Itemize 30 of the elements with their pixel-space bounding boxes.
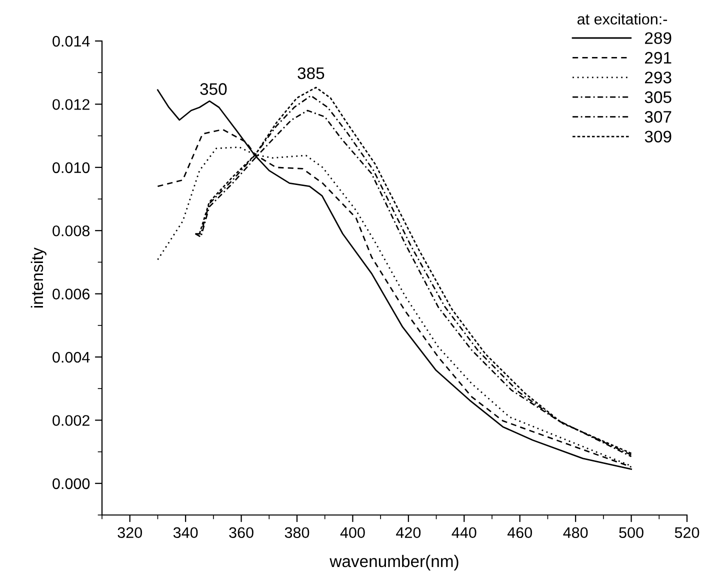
y-axis-title: intensity	[30, 247, 46, 308]
x-tick-label: 460	[507, 527, 532, 538]
x-tick-label: 360	[229, 527, 254, 538]
legend-label: 309	[644, 130, 672, 143]
y-tick-label: 0.006	[52, 288, 90, 300]
y-tick-label: 0.010	[52, 162, 90, 174]
y-tick-label: 0.014	[52, 36, 90, 47]
x-tick-label: 400	[340, 527, 365, 538]
y-tick-label: 0.008	[52, 225, 90, 236]
legend-label: 307	[644, 111, 672, 123]
annotation: 350	[200, 83, 227, 95]
legend-title: at excitation:-	[577, 13, 668, 25]
y-tick-label: 0.012	[52, 99, 90, 110]
legend-label: 289	[645, 32, 672, 44]
legend-label: 291	[645, 52, 672, 64]
x-tick-label: 420	[396, 527, 421, 538]
x-tick-label: 440	[452, 527, 476, 538]
x-tick-label: 480	[563, 527, 588, 538]
x-tick-label: 340	[173, 527, 198, 538]
y-tick-label: 0.004	[52, 352, 90, 363]
y-tick-label: 0.002	[52, 415, 90, 426]
legend-label: 305	[644, 91, 672, 104]
annotation: 385	[298, 67, 324, 80]
x-tick-label: 320	[118, 527, 142, 538]
x-tick-label: 500	[619, 527, 644, 538]
y-tick-label: 0.000	[52, 478, 90, 490]
legend-label: 293	[645, 72, 672, 84]
x-axis-title: wavenumber(nm)	[330, 554, 458, 570]
x-tick-label: 520	[674, 527, 700, 538]
x-tick-label: 380	[284, 527, 310, 538]
